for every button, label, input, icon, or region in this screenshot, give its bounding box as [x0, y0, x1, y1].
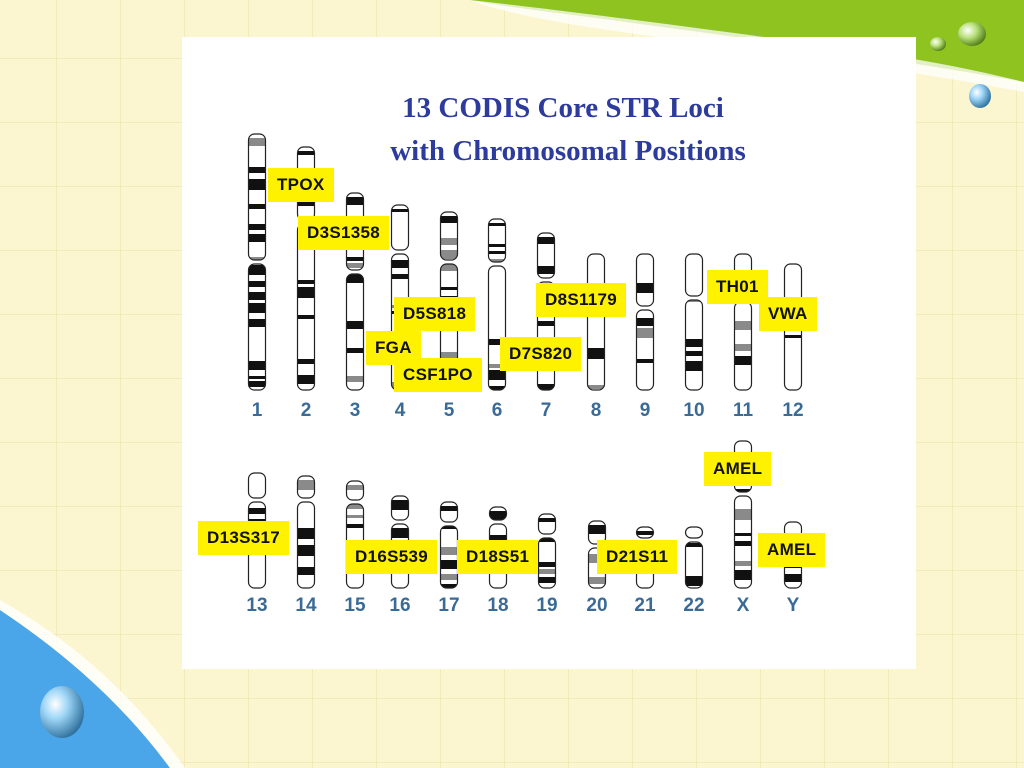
locus-label-d21s11: D21S11 [597, 540, 678, 574]
locus-label-d18s51: D18S51 [457, 540, 539, 574]
locus-label-amel-x: AMEL [704, 452, 772, 486]
chromosome-ideogram [586, 253, 606, 391]
locus-label-d13s317: D13S317 [198, 521, 289, 555]
locus-label-d3s1358: D3S1358 [298, 216, 389, 250]
chromosome-number: Y [786, 595, 800, 616]
locus-label-amel-y: AMEL [758, 533, 826, 567]
chromosome-number: 8 [590, 400, 602, 421]
chromosome-ideogram [537, 513, 557, 589]
chromosome-number: 21 [634, 595, 656, 616]
chromosome-number: 9 [639, 400, 651, 421]
chromosome-ideogram [684, 253, 704, 391]
chromosome-number: 14 [295, 595, 317, 616]
locus-label-vwa: VWA [759, 297, 817, 331]
chromosome-ideogram [684, 526, 704, 589]
chromosome-number: 16 [389, 595, 411, 616]
chromosome-number: 19 [536, 595, 558, 616]
locus-label-d5s818: D5S818 [394, 297, 476, 331]
chromosome-number: 5 [443, 400, 455, 421]
chromosome-ideogram [635, 253, 655, 391]
chromosome-number: 12 [782, 400, 804, 421]
chromosome-number: 13 [246, 595, 268, 616]
locus-label-d7s820: D7S820 [500, 337, 582, 371]
chromosome-number: 2 [300, 400, 312, 421]
chromosome-number: 3 [349, 400, 361, 421]
slide-title-line-2: with Chromosomal Positions [390, 135, 746, 167]
chromosome-number: 15 [344, 595, 366, 616]
chromosome-number: 20 [586, 595, 608, 616]
locus-label-th01: TH01 [707, 270, 768, 304]
chromosome-ideogram [296, 475, 316, 589]
chromosome-number: 10 [683, 400, 705, 421]
blue-swoosh [0, 610, 170, 768]
chromosome-number: 1 [251, 400, 263, 421]
chromosome-number: 11 [732, 400, 754, 421]
chromosome-number: 17 [438, 595, 460, 616]
locus-label-csf1po: CSF1PO [394, 358, 482, 392]
chromosome-number: 7 [540, 400, 552, 421]
chromosome-number: 18 [487, 595, 509, 616]
green-swoosh [470, 0, 1024, 82]
chromosome-number: X [736, 595, 750, 616]
locus-label-fga: FGA [366, 331, 421, 365]
water-drop-icon [40, 22, 991, 738]
chromosome-ideogram [439, 501, 459, 589]
chromosome-ideogram [247, 133, 267, 391]
slide-title-line-1: 13 CODIS Core STR Loci [402, 92, 724, 124]
locus-label-d16s539: D16S539 [346, 540, 437, 574]
chromosome-number: 22 [683, 595, 705, 616]
chromosome-number: 4 [394, 400, 406, 421]
locus-label-tpox: TPOX [268, 168, 334, 202]
locus-label-d8s1179: D8S1179 [536, 283, 627, 317]
chromosome-number: 6 [491, 400, 503, 421]
